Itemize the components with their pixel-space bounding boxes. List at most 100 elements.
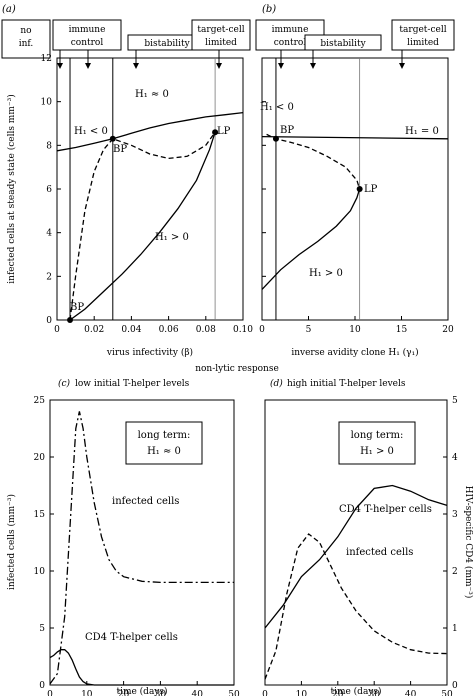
cd4-t-helper-cells-curve bbox=[264, 484, 448, 629]
x-tick-label: 5 bbox=[306, 325, 312, 335]
region-boundaries-b bbox=[275, 58, 361, 320]
c-label-infected: infected cells bbox=[112, 496, 179, 507]
y-tick-label: 8 bbox=[46, 141, 52, 151]
panel-label-b: (b) bbox=[262, 4, 276, 15]
region-label-no-inf-2: inf. bbox=[19, 39, 34, 49]
x-tick-label: 50 bbox=[228, 690, 240, 696]
bp-point bbox=[109, 135, 116, 142]
x-tick-label: 10 bbox=[296, 690, 308, 696]
region-boundaries-a bbox=[69, 58, 216, 320]
x-tick-label: 10 bbox=[81, 690, 93, 696]
a-label-h-pos: H₁ > 0 bbox=[155, 232, 189, 243]
y-tick-label: 10 bbox=[34, 567, 46, 577]
d-box-line1: long term: bbox=[351, 430, 404, 441]
region-label-target-b-1: target-cell bbox=[399, 25, 446, 35]
c-label-cd4: CD4 T-helper cells bbox=[85, 632, 178, 643]
a-label-lp: LP bbox=[217, 126, 231, 137]
y-tick-label: 1 bbox=[452, 624, 458, 634]
b-label-h-neg: H₁ < 0 bbox=[260, 102, 294, 113]
c-ylabel: infected cells (mm⁻³) bbox=[6, 494, 17, 590]
region-label-target-2: limited bbox=[205, 38, 237, 48]
y-tick-label: 10 bbox=[41, 98, 53, 108]
region-label-immune-2: control bbox=[71, 38, 104, 48]
region-label-immune-b-1: immune bbox=[272, 25, 309, 35]
solid-curve bbox=[261, 135, 449, 140]
curves-a bbox=[56, 111, 244, 321]
x-tick-label: 15 bbox=[396, 325, 408, 335]
x-tick-label: 0.10 bbox=[233, 325, 253, 335]
y-tick-label: 5 bbox=[452, 396, 458, 406]
curves-b bbox=[261, 133, 449, 290]
b-label-bp: BP bbox=[280, 125, 294, 136]
c-box-line1: long term: bbox=[138, 430, 191, 441]
region-box-bistability-b bbox=[304, 34, 382, 51]
b-label-h-zero: H₁ = 0 bbox=[405, 126, 439, 137]
region-label-bistability: bistability bbox=[144, 39, 190, 49]
x-tick-label: 20 bbox=[442, 325, 454, 335]
region-label-immune-b-2: control bbox=[274, 38, 307, 48]
curves-c bbox=[49, 411, 234, 686]
d-label-cd4: CD4 T-helper cells bbox=[339, 504, 432, 515]
b-xlabel: inverse avidity clone H₁ (γ₁) bbox=[291, 347, 418, 358]
region-box-target-cell-b bbox=[391, 19, 455, 51]
d-title-prefix: (d) bbox=[270, 378, 283, 389]
y-tick-label: 6 bbox=[46, 185, 52, 195]
bp-point bbox=[272, 135, 279, 142]
b-label-lp: LP bbox=[364, 184, 378, 195]
d-title: high initial T-helper levels bbox=[287, 379, 406, 389]
x-tick-label: 20 bbox=[118, 690, 130, 696]
x-tick-label: 20 bbox=[332, 690, 344, 696]
y-tick-label: 2 bbox=[46, 272, 52, 282]
c-xlabel: time (days) bbox=[116, 686, 167, 696]
a-xlabel: virus infectivity (β) bbox=[106, 347, 193, 358]
y-tick-label: 4 bbox=[46, 229, 52, 239]
lp-point bbox=[356, 186, 363, 192]
x-tick-label: 0 bbox=[47, 690, 53, 696]
y-tick-label: 0 bbox=[46, 316, 52, 326]
y-tick-label: 20 bbox=[34, 453, 46, 463]
c-title: low initial T-helper levels bbox=[75, 379, 190, 389]
plot-frame-b bbox=[261, 57, 449, 321]
solid-curve bbox=[69, 132, 216, 321]
y-tick-label: 15 bbox=[34, 510, 46, 520]
y-tick-label: 0 bbox=[452, 681, 458, 691]
a-ylabel: infected cells at steady state (cells mm… bbox=[6, 94, 17, 283]
y-tick-label: 12 bbox=[41, 54, 52, 64]
d-ylabel: HIV-specific CD4 (mm⁻³) bbox=[463, 486, 474, 599]
x-tick-label: 10 bbox=[349, 325, 361, 335]
bp-point bbox=[67, 317, 74, 323]
region-box-target-cell bbox=[191, 19, 251, 51]
ticks-a: 0 0.02 0.04 0.06 0.08 0.10 0 2 4 6 8 10 12 bbox=[41, 54, 254, 335]
x-tick-label: 40 bbox=[191, 690, 203, 696]
x-tick-label: 0 bbox=[262, 690, 268, 696]
b-label-h-pos: H₁ > 0 bbox=[309, 268, 343, 279]
d-xlabel: time (days) bbox=[330, 686, 381, 696]
points-b bbox=[272, 135, 363, 192]
x-tick-label: 30 bbox=[368, 690, 380, 696]
c-title-prefix: (c) bbox=[58, 378, 71, 389]
d-label-infected: infected cells bbox=[346, 547, 413, 558]
ticks-c: 0 10 20 30 40 50 0 5 10 15 20 25 bbox=[34, 396, 240, 696]
cd4-t-helper-cells-curve bbox=[49, 649, 234, 686]
a-label-bp-bottom: BP bbox=[70, 302, 84, 313]
region-label-immune-1: immune bbox=[69, 25, 106, 35]
a-label-h-neg: H₁ < 0 bbox=[74, 126, 108, 137]
d-longterm-box bbox=[338, 421, 416, 465]
y-tick-label: 25 bbox=[34, 396, 46, 406]
solid-curve bbox=[56, 111, 244, 152]
region-label-bistability-b: bistability bbox=[320, 39, 366, 49]
lp-point bbox=[212, 129, 219, 136]
region-box-no-inf bbox=[1, 19, 51, 59]
x-tick-label: 0.06 bbox=[159, 325, 179, 335]
y-tick-label: 2 bbox=[452, 567, 458, 577]
region-label-target-b-2: limited bbox=[407, 38, 439, 48]
x-tick-label: 0.02 bbox=[84, 325, 104, 335]
ticks-b: 0 5 10 15 20 bbox=[259, 57, 454, 335]
points-a bbox=[67, 129, 219, 323]
shared-xlabel: non-lytic response bbox=[195, 364, 279, 374]
region-label-no-inf-1: no bbox=[20, 26, 31, 36]
y-tick-label: 5 bbox=[39, 624, 45, 634]
x-tick-label: 40 bbox=[405, 690, 417, 696]
